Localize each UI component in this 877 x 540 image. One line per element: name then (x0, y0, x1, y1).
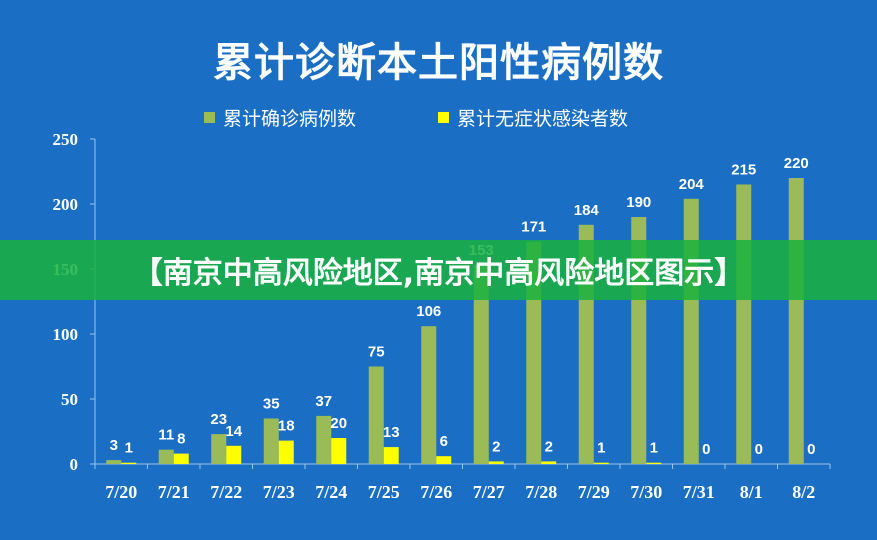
data-label-asymptomatic: 1 (650, 440, 658, 457)
y-tick-label: 50 (61, 390, 78, 409)
bar-asymptomatic (593, 462, 609, 464)
data-label-confirmed: 3 (110, 437, 118, 454)
bar-asymptomatic (173, 453, 189, 464)
y-tick-label: 100 (53, 325, 79, 344)
data-label-asymptomatic: 2 (492, 438, 500, 455)
bar-confirmed (158, 449, 174, 464)
data-label-asymptomatic: 0 (755, 441, 763, 458)
bar-asymptomatic (226, 445, 242, 464)
data-label-confirmed: 184 (574, 202, 600, 219)
x-tick-label: 7/26 (420, 482, 452, 502)
x-tick-label: 7/31 (683, 482, 715, 502)
chart-title: 累计诊断本土阳性病例数 (213, 40, 664, 86)
y-tick-label: 0 (70, 455, 79, 474)
data-label-asymptomatic: 1 (597, 440, 605, 457)
bar-confirmed (473, 265, 489, 464)
x-tick-label: 7/29 (578, 482, 610, 502)
bar-asymptomatic (436, 456, 452, 464)
legend-label-asymptomatic: 累计无症状感染者数 (457, 108, 629, 130)
x-tick-label: 8/2 (792, 482, 815, 502)
data-label-asymptomatic: 1 (125, 440, 133, 457)
legend-item-asymptomatic: 累计无症状感染者数 (438, 104, 628, 131)
bar-confirmed (421, 326, 437, 464)
data-label-confirmed: 190 (626, 194, 651, 211)
bar-confirmed (263, 418, 279, 464)
bar-confirmed (368, 366, 384, 464)
data-label-asymptomatic: 8 (177, 431, 185, 448)
legend: 累计确诊病例数 累计无症状感染者数 (0, 104, 877, 131)
data-label-confirmed: 171 (521, 219, 546, 236)
data-label-confirmed: 215 (731, 162, 756, 179)
x-tick-label: 7/20 (105, 482, 137, 502)
bar-confirmed (316, 415, 332, 464)
x-tick-label: 7/30 (630, 482, 662, 502)
data-label-asymptomatic: 14 (225, 423, 242, 440)
bar-asymptomatic (278, 440, 294, 464)
legend-swatch-confirmed (204, 112, 215, 123)
x-tick-label: 7/25 (368, 482, 400, 502)
legend-item-confirmed: 累计确诊病例数 (204, 104, 356, 131)
bar-confirmed (736, 184, 752, 464)
data-label-confirmed: 35 (263, 396, 280, 413)
y-tick-label: 250 (53, 130, 79, 149)
y-tick-label: 200 (53, 195, 79, 214)
bar-asymptomatic (541, 461, 557, 464)
data-label-confirmed: 37 (315, 393, 332, 410)
bar-asymptomatic (383, 447, 399, 464)
x-tick-label: 7/22 (210, 482, 242, 502)
bar-confirmed (683, 198, 699, 465)
data-label-confirmed: 220 (784, 155, 809, 172)
overlay-banner: 【南京中高风险地区,南京中高风险地区图示】 (0, 240, 877, 300)
legend-label-confirmed: 累计确诊病例数 (223, 108, 357, 130)
bar-asymptomatic (488, 461, 504, 464)
bar-confirmed (788, 178, 804, 464)
data-label-confirmed: 23 (210, 411, 227, 428)
bar-asymptomatic (121, 462, 137, 464)
data-label-asymptomatic: 20 (330, 415, 347, 432)
bar-asymptomatic (646, 462, 662, 464)
bar-asymptomatic (331, 438, 347, 464)
data-label-confirmed: 106 (416, 303, 441, 320)
data-label-confirmed: 75 (368, 344, 385, 361)
data-label-asymptomatic: 0 (702, 441, 710, 458)
data-label-asymptomatic: 0 (807, 441, 815, 458)
x-tick-label: 7/21 (158, 482, 190, 502)
data-label-confirmed: 11 (158, 427, 174, 444)
bar-confirmed (211, 434, 227, 464)
data-label-asymptomatic: 6 (440, 433, 448, 450)
x-tick-label: 8/1 (740, 482, 763, 502)
x-tick-label: 7/23 (263, 482, 295, 502)
bar-confirmed (106, 460, 122, 464)
banner-text: 【南京中高风险地区,南京中高风险地区图示】 (132, 256, 745, 291)
x-tick-label: 7/27 (473, 482, 505, 502)
x-tick-label: 7/24 (315, 482, 347, 502)
x-tick-label: 7/28 (525, 482, 557, 502)
data-label-confirmed: 204 (679, 176, 705, 193)
data-label-asymptomatic: 2 (545, 438, 553, 455)
legend-swatch-asymptomatic (438, 112, 449, 123)
data-label-asymptomatic: 13 (383, 424, 400, 441)
data-label-asymptomatic: 18 (278, 418, 295, 435)
